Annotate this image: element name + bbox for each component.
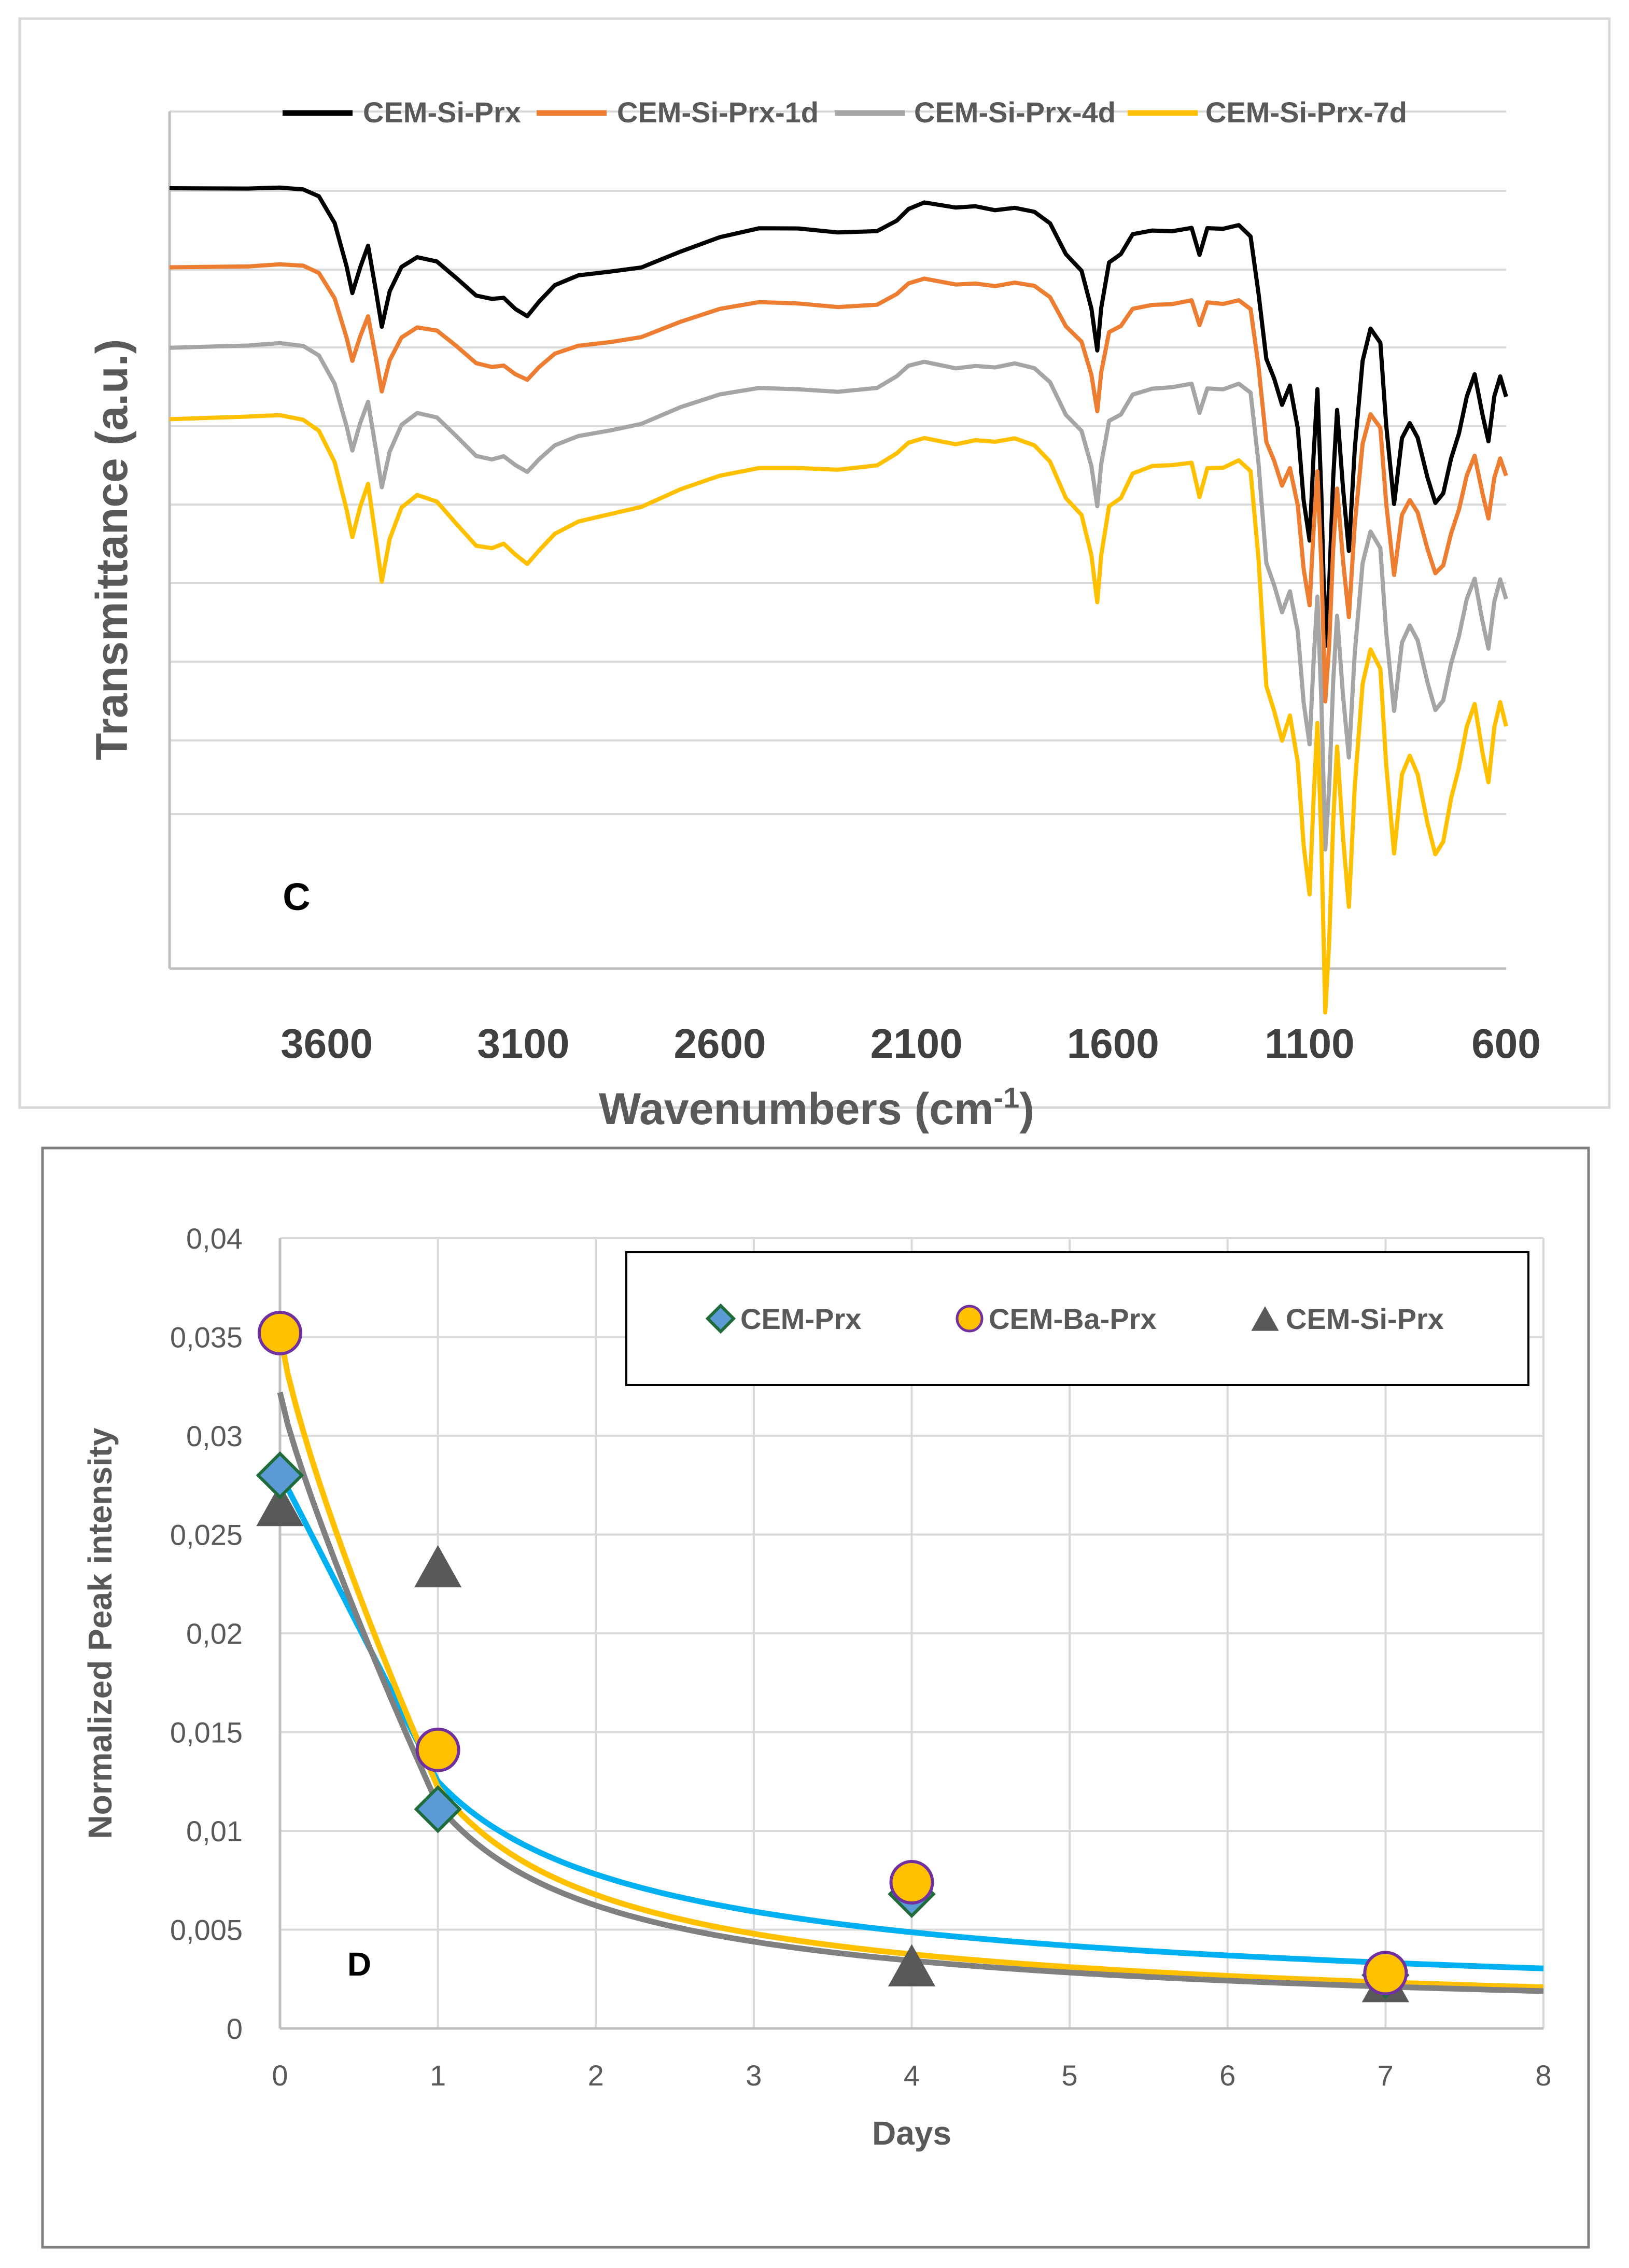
y-tick-label-d: 0,025 [170, 1519, 243, 1551]
panel-c-frame [18, 17, 1611, 1109]
legend-box-d [625, 1251, 1529, 1386]
x-tick-label-c: 2100 [870, 1020, 963, 1067]
data-point-cem-si-prx [414, 1545, 462, 1588]
x-tick-label-c: 3100 [477, 1020, 569, 1067]
y-axis-title-c: Transmittance (a.u.) [87, 339, 137, 760]
spectrum-line-cem-si-prx-4d [169, 341, 1508, 852]
x-tick-label-d: 0 [272, 2059, 288, 2092]
legend-label-c: CEM-Si-Prx-7d [1205, 96, 1407, 129]
panel-letter-d: D [347, 1945, 371, 1983]
y-tick-label-d: 0,035 [170, 1321, 243, 1354]
data-point-cem-si-prx [888, 1944, 936, 1986]
x-tick-label-d: 7 [1378, 2059, 1394, 2092]
spectrum-line-cem-si-prx [169, 185, 1508, 648]
spectrum-line-cem-si-prx-1d [169, 262, 1508, 704]
x-tick-label-d: 6 [1219, 2059, 1235, 2092]
panel-letter-c: C [283, 875, 310, 918]
y-axis-title-d: Normalized Peak intensity [81, 1427, 119, 1839]
x-tick-label-d: 5 [1062, 2059, 1078, 2092]
y-tick-label-d: 0,005 [170, 1914, 243, 1947]
legend-label-c: CEM-Si-Prx-1d [617, 96, 819, 129]
legend-label-d: CEM-Si-Prx [1286, 1303, 1444, 1335]
panel-d: 0 0,005 0,01 0,015 0,02 0,025 0,03 0,035 0,04 0 1 2… [81, 1222, 1552, 2152]
spectrum-line-cem-si-prx-7d [169, 413, 1508, 1015]
x-tick-label-c: 3600 [280, 1020, 373, 1067]
data-point-cem-ba-prx [1363, 1951, 1408, 1996]
legend-marker-cem-si-prx [1251, 1306, 1279, 1331]
x-axis-title-d: Days [872, 2115, 951, 2152]
legend-marker-cem-prx [705, 1303, 736, 1334]
x-tick-label-d: 1 [430, 2059, 446, 2092]
y-tick-label-d: 0,01 [186, 1815, 243, 1847]
x-tick-label-c: 600 [1471, 1020, 1540, 1067]
data-point-cem-prx [414, 1785, 462, 1833]
x-tick-label-d: 8 [1535, 2059, 1551, 2092]
legend-label-c: CEM-Si-Prx [363, 96, 521, 129]
data-point-cem-ba-prx [415, 1727, 460, 1772]
x-tick-label-d: 2 [588, 2059, 604, 2092]
x-tick-label-c: 2600 [674, 1020, 766, 1067]
y-tick-label-d: 0 [227, 2012, 243, 2045]
x-tick-label-c: 1100 [1265, 1020, 1355, 1067]
data-point-cem-ba-prx [258, 1310, 302, 1355]
y-tick-label-d: 0,03 [186, 1420, 243, 1452]
legend-label-d: CEM-Ba-Prx [989, 1303, 1157, 1335]
data-point-cem-ba-prx [889, 1860, 934, 1905]
legend-marker-cem-ba-prx [956, 1305, 984, 1333]
panel-c: 3600 3100 2600 2100 1600 1100 600 Wavenumbers (… [87, 96, 1541, 1134]
x-tick-label-d: 3 [746, 2059, 762, 2092]
data-point-cem-si-prx [256, 1483, 304, 1527]
y-tick-label-d: 0,04 [186, 1222, 243, 1255]
x-axis-title-c: Wavenumbers (cm-1) [599, 1081, 1034, 1134]
y-tick-label-d: 0,02 [186, 1617, 243, 1650]
x-tick-label-d: 4 [904, 2059, 920, 2092]
legend-label-c: CEM-Si-Prx-4d [914, 96, 1116, 129]
y-tick-label-d: 0,015 [170, 1716, 243, 1749]
fit-curve-cem-prx [277, 1472, 1544, 1971]
legend-label-d: CEM-Prx [740, 1303, 861, 1335]
x-tick-label-c: 1600 [1067, 1020, 1159, 1067]
data-point-cem-prx [256, 1451, 304, 1500]
